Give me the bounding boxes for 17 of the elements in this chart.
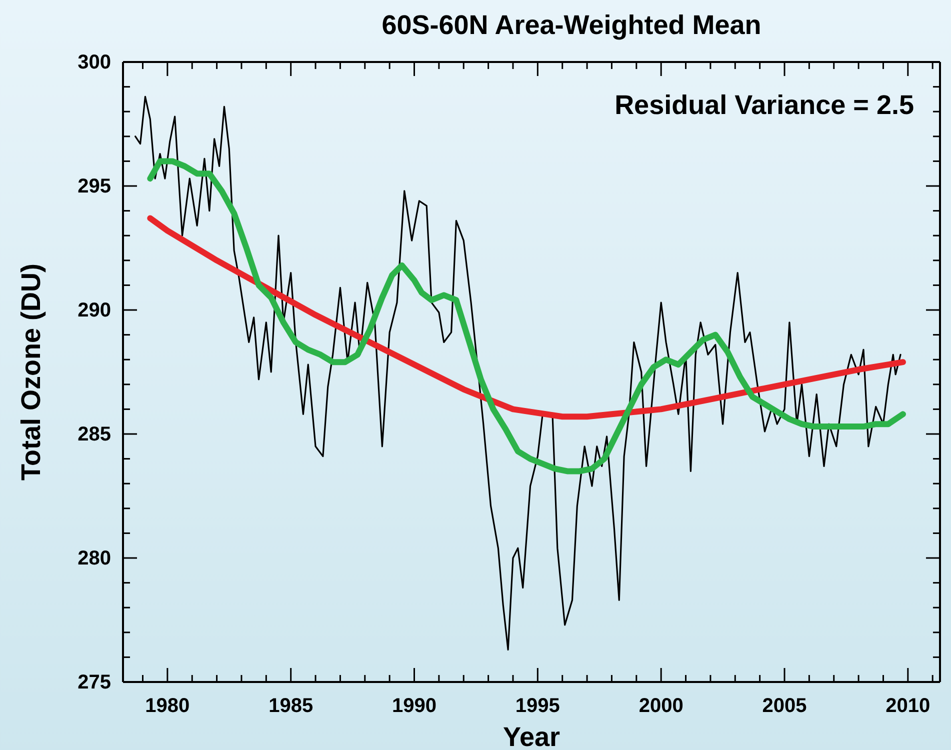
annotation: Residual Variance = 2.5	[614, 90, 914, 120]
x-tick-label: 1980	[145, 695, 190, 717]
x-tick-label: 2000	[638, 695, 684, 717]
y-tick-label: 275	[78, 671, 111, 694]
x-axis-title: Year	[502, 722, 561, 750]
y-tick-label: 280	[78, 547, 111, 570]
x-tick-label: 2005	[762, 695, 807, 717]
y-tick-label: 285	[78, 423, 111, 446]
y-tick-label: 300	[78, 51, 111, 74]
chart-title: 60S-60N Area-Weighted Mean	[382, 10, 762, 40]
x-tick-label: 2010	[886, 695, 930, 717]
x-tick-label: 1995	[515, 695, 560, 717]
y-tick-label: 290	[78, 299, 111, 322]
x-tick-label: 1990	[392, 695, 437, 717]
y-tick-label: 295	[78, 175, 111, 198]
x-tick-label: 1985	[268, 695, 314, 717]
y-axis-title: Total Ozone (DU)	[16, 264, 46, 480]
